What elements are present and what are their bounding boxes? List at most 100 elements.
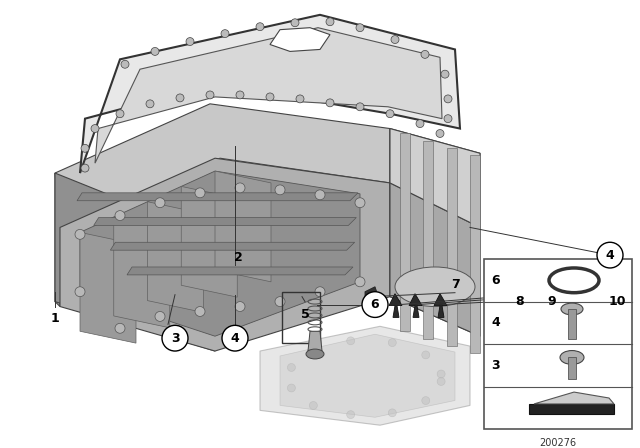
Ellipse shape: [306, 349, 324, 359]
Circle shape: [75, 229, 85, 239]
Text: 9: 9: [548, 295, 556, 308]
Text: 2: 2: [234, 250, 243, 263]
Text: 6: 6: [371, 308, 380, 321]
Polygon shape: [260, 326, 470, 425]
Circle shape: [388, 409, 396, 417]
Circle shape: [437, 370, 445, 378]
Circle shape: [326, 99, 334, 107]
Circle shape: [235, 302, 245, 311]
Circle shape: [195, 188, 205, 198]
Circle shape: [421, 51, 429, 58]
Circle shape: [388, 339, 396, 347]
Polygon shape: [308, 331, 322, 351]
Text: 3: 3: [492, 359, 500, 372]
Polygon shape: [280, 334, 455, 417]
Circle shape: [422, 396, 430, 405]
Circle shape: [81, 144, 89, 152]
Circle shape: [115, 323, 125, 333]
Polygon shape: [534, 392, 614, 404]
Text: 4: 4: [230, 332, 239, 345]
Circle shape: [235, 183, 245, 193]
Text: 200276: 200276: [540, 438, 577, 448]
Circle shape: [309, 401, 317, 409]
Polygon shape: [55, 104, 390, 228]
Circle shape: [151, 47, 159, 56]
Polygon shape: [270, 28, 330, 52]
Circle shape: [416, 120, 424, 128]
Circle shape: [256, 23, 264, 30]
Polygon shape: [365, 287, 380, 311]
Polygon shape: [447, 148, 457, 346]
Circle shape: [287, 384, 296, 392]
Polygon shape: [400, 134, 410, 331]
Text: 5: 5: [301, 308, 309, 321]
Text: 7: 7: [452, 278, 460, 291]
Circle shape: [444, 95, 452, 103]
Circle shape: [186, 38, 194, 46]
Circle shape: [296, 95, 304, 103]
Circle shape: [195, 306, 205, 316]
Circle shape: [391, 35, 399, 43]
Circle shape: [355, 277, 365, 287]
Polygon shape: [423, 141, 433, 339]
Circle shape: [91, 125, 99, 133]
Text: 3: 3: [171, 332, 179, 345]
Circle shape: [81, 164, 89, 172]
Text: 4: 4: [605, 249, 614, 262]
Text: 6: 6: [492, 274, 500, 287]
Circle shape: [75, 287, 85, 297]
Polygon shape: [181, 186, 237, 297]
Polygon shape: [389, 294, 402, 318]
Ellipse shape: [395, 267, 475, 306]
FancyBboxPatch shape: [568, 309, 576, 339]
Circle shape: [362, 292, 388, 318]
Circle shape: [326, 18, 334, 26]
Circle shape: [155, 311, 165, 321]
Polygon shape: [434, 294, 447, 318]
Polygon shape: [470, 155, 480, 353]
Circle shape: [222, 325, 248, 351]
Polygon shape: [80, 15, 460, 173]
Polygon shape: [93, 218, 356, 225]
Circle shape: [437, 378, 445, 385]
Circle shape: [386, 110, 394, 118]
Circle shape: [115, 211, 125, 220]
Circle shape: [146, 100, 154, 108]
Ellipse shape: [561, 303, 583, 315]
Circle shape: [275, 185, 285, 195]
Circle shape: [266, 93, 274, 101]
Circle shape: [176, 94, 184, 102]
Polygon shape: [409, 294, 422, 318]
Polygon shape: [95, 28, 442, 163]
FancyBboxPatch shape: [568, 358, 576, 379]
Polygon shape: [80, 233, 136, 343]
Circle shape: [291, 19, 299, 27]
Polygon shape: [127, 267, 353, 275]
Polygon shape: [60, 158, 390, 351]
Circle shape: [155, 198, 165, 208]
Circle shape: [597, 242, 623, 268]
Text: 1: 1: [51, 312, 60, 325]
Text: 6: 6: [371, 298, 380, 311]
Circle shape: [206, 91, 214, 99]
Circle shape: [116, 110, 124, 118]
Circle shape: [315, 287, 325, 297]
Polygon shape: [529, 404, 614, 414]
Text: 8: 8: [516, 295, 524, 308]
Polygon shape: [114, 217, 170, 328]
Circle shape: [347, 337, 355, 345]
Circle shape: [347, 411, 355, 418]
Text: 4: 4: [492, 316, 500, 329]
Circle shape: [221, 30, 229, 38]
Circle shape: [441, 70, 449, 78]
Circle shape: [309, 346, 317, 354]
Circle shape: [436, 129, 444, 138]
Circle shape: [287, 363, 296, 371]
Circle shape: [162, 325, 188, 351]
Text: 10: 10: [608, 295, 626, 308]
Polygon shape: [215, 171, 271, 282]
Polygon shape: [77, 193, 358, 201]
Circle shape: [356, 24, 364, 32]
Polygon shape: [55, 173, 215, 351]
Circle shape: [275, 297, 285, 306]
